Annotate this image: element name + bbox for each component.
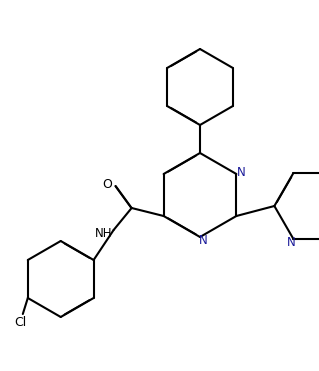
Text: O: O (103, 177, 113, 190)
Text: N: N (199, 233, 207, 246)
Text: N: N (287, 236, 296, 249)
Text: NH: NH (95, 227, 112, 240)
Text: Cl: Cl (15, 315, 27, 328)
Text: N: N (237, 165, 246, 178)
